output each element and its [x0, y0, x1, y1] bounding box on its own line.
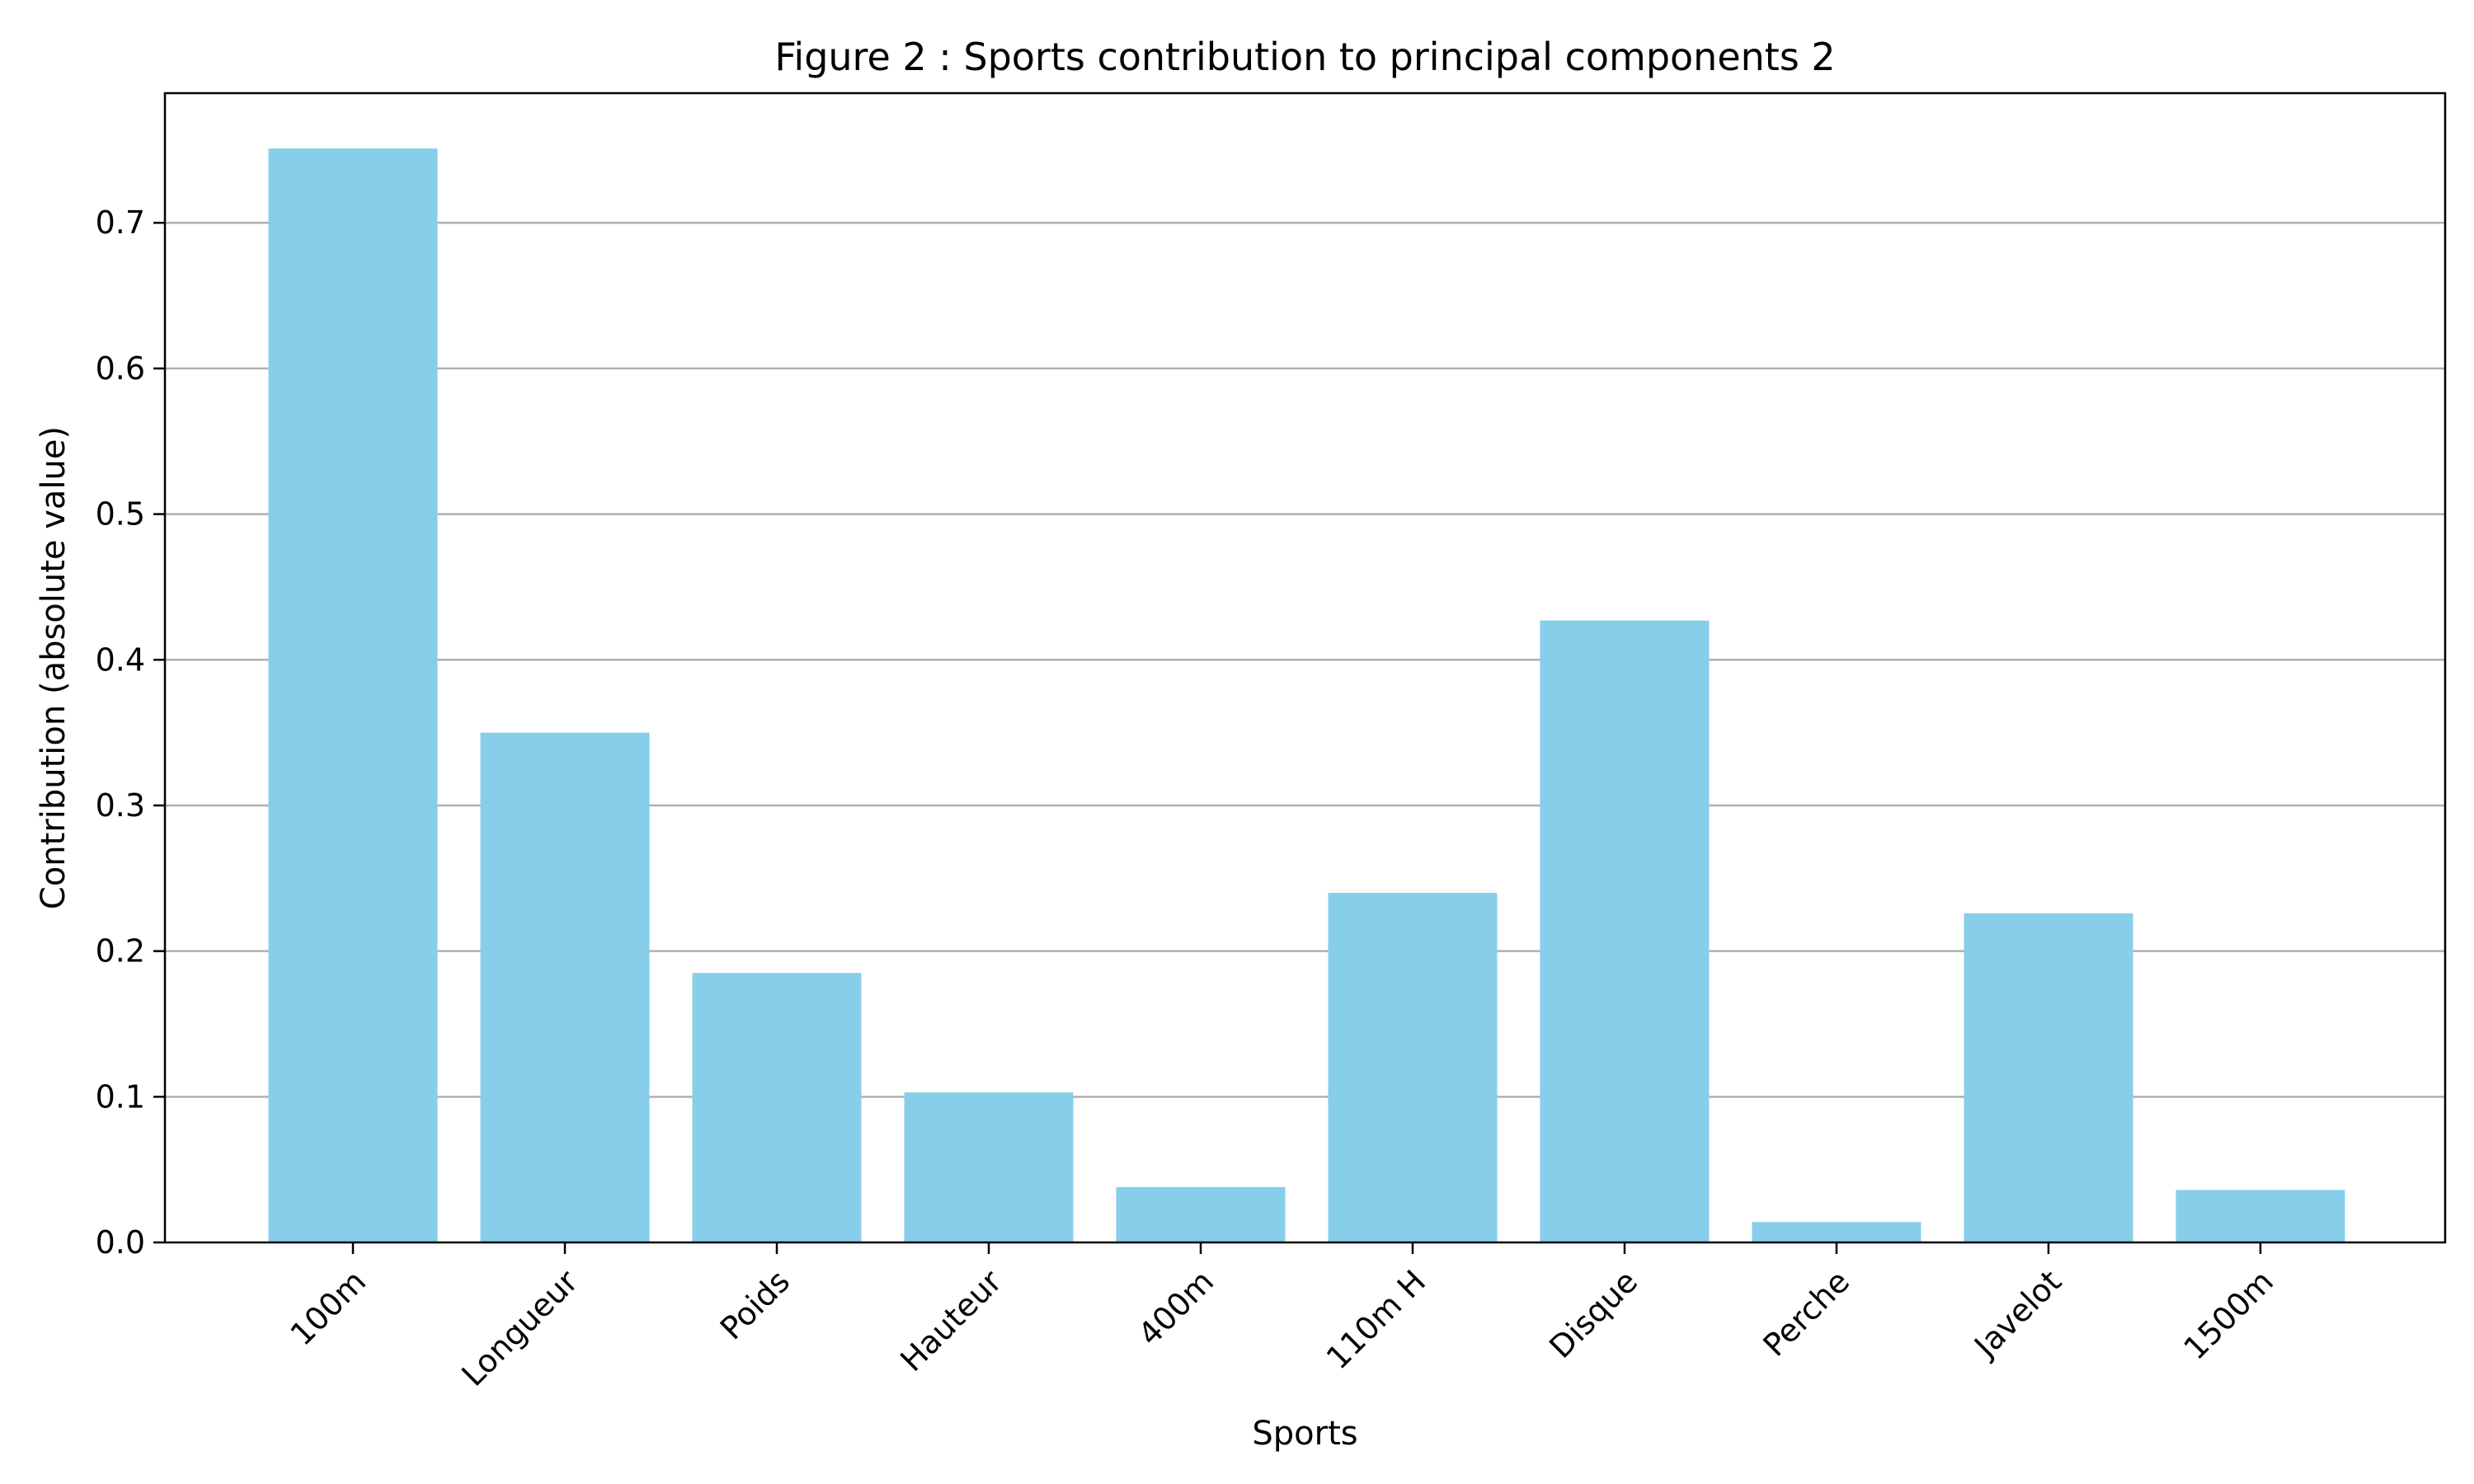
bar [692, 973, 862, 1242]
bar [268, 148, 438, 1242]
y-tick-label: 0.1 [96, 1078, 145, 1115]
y-tick-label: 0.5 [96, 496, 145, 533]
x-tick-label: Hauteur [893, 1263, 1009, 1378]
x-tick-label: 110m H [1319, 1263, 1432, 1376]
y-tick-label: 0.6 [96, 350, 145, 387]
x-tick-label: Javelot [1966, 1263, 2068, 1365]
bar [2175, 1190, 2345, 1242]
x-axis-label: Sports [1252, 1415, 1357, 1453]
bar [1540, 620, 1710, 1242]
x-tick-label: Poids [713, 1263, 797, 1346]
x-axis-ticks: 100m Longueur Poids Hauteur 400m 110m H Disque… [284, 1242, 2280, 1393]
y-tick-label: 0.7 [96, 204, 145, 241]
x-tick-label: Disque [1542, 1263, 1644, 1365]
bar [1752, 1222, 1921, 1242]
bar [480, 732, 650, 1242]
plot-frame [163, 92, 2447, 1244]
x-tick-label: Longueur [454, 1263, 585, 1393]
bar [904, 1092, 1074, 1242]
x-tick-label: 400m [1131, 1263, 1221, 1353]
x-tick-label: 100m [284, 1263, 374, 1353]
y-axis-label: Contribution (absolute value) [35, 426, 73, 909]
y-tick-label: 0.2 [96, 933, 145, 970]
x-tick-label: Perche [1756, 1263, 1856, 1364]
bar [1116, 1186, 1286, 1242]
chart-title: Figure 2 : Sports contribution to princi… [774, 35, 1835, 79]
y-tick-label: 0.3 [96, 787, 145, 824]
x-tick-label: 1500m [2176, 1263, 2280, 1367]
bar [1964, 913, 2133, 1242]
y-tick-label: 0.0 [96, 1224, 145, 1261]
bar [1328, 892, 1498, 1242]
y-axis-ticks: 0.0 0.1 0.2 0.3 0.4 0.5 0.6 0.7 [96, 204, 165, 1261]
y-tick-label: 0.4 [96, 641, 145, 678]
bars [268, 148, 2345, 1242]
